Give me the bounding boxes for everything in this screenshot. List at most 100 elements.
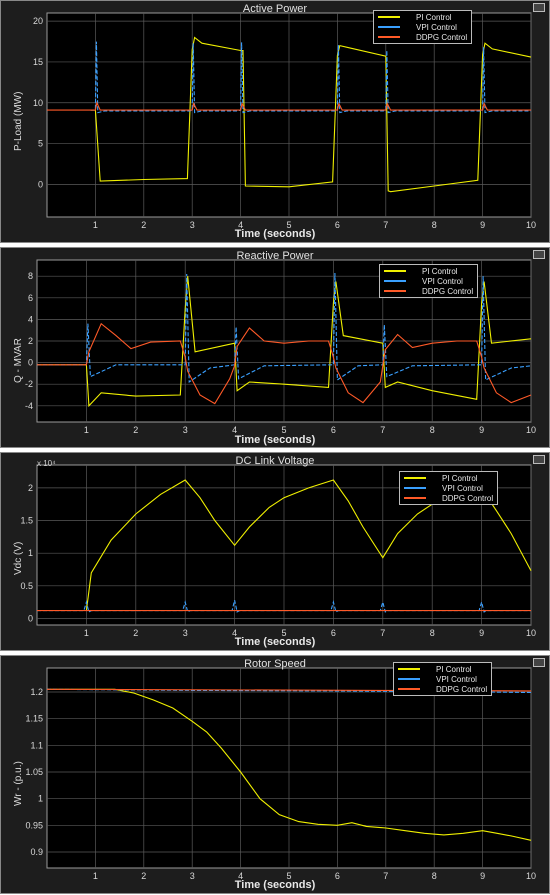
series-line-pi-control xyxy=(90,36,532,193)
x-tick-label: 3 xyxy=(183,425,188,435)
x-tick-label: 8 xyxy=(430,628,435,638)
x-tick-label: 5 xyxy=(281,628,286,638)
x-tick-label: 8 xyxy=(432,220,437,230)
y-axis-label: Vdc (V) xyxy=(13,541,24,575)
y-tick-label: 0.95 xyxy=(25,820,43,830)
y-tick-label: 0 xyxy=(38,179,43,189)
x-tick-label: 6 xyxy=(335,220,340,230)
y-tick-label: 2 xyxy=(28,336,33,346)
y-tick-label: 0 xyxy=(28,358,33,368)
legend-label: PI Control xyxy=(442,473,478,483)
y-tick-label: 5 xyxy=(38,139,43,149)
legend-swatch xyxy=(378,36,400,38)
y-tick-label: 4 xyxy=(28,314,33,324)
dc-link-voltage-svg: 1 2 3 4 5 6 7 8 9 10 0 0.5 1 1.5 2 xyxy=(20,464,536,638)
x-tick-label: 1 xyxy=(84,628,89,638)
y-tick-label: 1.15 xyxy=(25,714,43,724)
x-tick-label: 4 xyxy=(238,220,243,230)
legend-label: DDPG Control xyxy=(416,32,468,42)
x-tick-label: 10 xyxy=(526,425,536,435)
y-tick-label: 1.1 xyxy=(30,740,43,750)
y-exponent: x 10⁴ xyxy=(37,459,56,468)
legend-swatch xyxy=(398,688,420,690)
x-axis-label: Time (seconds) xyxy=(234,434,316,446)
y-tick-label: 1.05 xyxy=(25,767,43,777)
x-tick-label: 2 xyxy=(141,871,146,881)
expand-icon[interactable] xyxy=(533,455,545,464)
legend-swatch xyxy=(378,16,400,18)
y-axis-label: P-Load (MW) xyxy=(13,91,24,151)
y-axis-label: Q - MVAR xyxy=(13,338,24,383)
expand-icon[interactable] xyxy=(533,250,545,259)
expand-icon[interactable] xyxy=(533,658,545,667)
y-tick-label: 0.5 xyxy=(20,581,33,591)
legend: PI Control VPI Control DDPG Control xyxy=(393,662,493,696)
legend-label: PI Control xyxy=(422,266,458,276)
legend-swatch xyxy=(378,26,400,28)
x-tick-label: 7 xyxy=(383,871,388,881)
active-power-svg: 1 2 3 4 5 6 7 8 9 10 0 5 10 15 20 xyxy=(33,12,536,230)
legend-swatch xyxy=(398,668,420,670)
series-line-vpi-control xyxy=(90,41,531,114)
x-tick-label: 3 xyxy=(190,871,195,881)
legend: PI Control VPI Control DDPG Control xyxy=(373,10,473,44)
series-line-ddpg-control xyxy=(37,322,532,405)
active-power-plot: 1 2 3 4 5 6 7 8 9 10 0 5 10 15 20 Active Power Time (s… xyxy=(0,0,550,243)
x-tick-label: 6 xyxy=(331,628,336,638)
y-axis-label: Wr - (p.u.) xyxy=(13,761,24,806)
x-tick-label: 3 xyxy=(190,220,195,230)
x-tick-label: 4 xyxy=(238,871,243,881)
legend-swatch xyxy=(404,477,426,479)
x-tick-label: 2 xyxy=(133,425,138,435)
legend-label: DDPG Control xyxy=(442,493,494,503)
x-tick-label: 4 xyxy=(232,425,237,435)
legend-item-ddpg: DDPG Control xyxy=(378,32,467,42)
expand-icon[interactable] xyxy=(533,3,545,12)
y-tick-label: 6 xyxy=(28,293,33,303)
x-tick-label: 9 xyxy=(479,628,484,638)
legend-item-pi: PI Control xyxy=(384,266,473,276)
x-tick-label: 10 xyxy=(526,628,536,638)
series-line-ddpg-control xyxy=(47,101,531,111)
x-tick-label: 1 xyxy=(93,871,98,881)
x-axis-label: Time (seconds) xyxy=(234,879,316,891)
x-tick-label: 1 xyxy=(93,220,98,230)
legend-item-pi: PI Control xyxy=(404,473,493,483)
legend-swatch xyxy=(384,290,406,292)
y-tick-label: 20 xyxy=(33,16,43,26)
legend-label: VPI Control xyxy=(442,483,483,493)
dc-link-voltage-plot: 1 2 3 4 5 6 7 8 9 10 0 0.5 1 1.5 2 DC Link Voltage x 1… xyxy=(0,452,550,651)
x-tick-label: 9 xyxy=(479,425,484,435)
chart-title: Rotor Speed xyxy=(244,658,306,670)
y-tick-label: 1.2 xyxy=(30,687,43,697)
legend-swatch xyxy=(384,270,406,272)
y-tick-label: 2 xyxy=(28,483,33,493)
legend-item-ddpg: DDPG Control xyxy=(384,286,473,296)
legend-label: VPI Control xyxy=(422,276,463,286)
rotor-speed-svg: 1 2 3 4 5 6 7 8 9 10 0.9 0.95 1 1.05 1.1 1.15 1.2 xyxy=(25,667,536,881)
x-tick-label: 7 xyxy=(380,425,385,435)
series-line-pi-control xyxy=(47,688,532,841)
legend-item-ddpg: DDPG Control xyxy=(398,684,487,694)
x-tick-label: 5 xyxy=(286,220,291,230)
x-tick-label: 2 xyxy=(141,220,146,230)
y-tick-label: 1 xyxy=(38,794,43,804)
legend-label: DDPG Control xyxy=(422,286,474,296)
x-tick-label: 5 xyxy=(281,425,286,435)
x-tick-label: 4 xyxy=(232,628,237,638)
x-tick-label: 7 xyxy=(383,220,388,230)
legend-item-vpi: VPI Control xyxy=(404,483,493,493)
x-tick-label: 6 xyxy=(331,425,336,435)
chart-title: Reactive Power xyxy=(236,250,314,262)
legend-item-pi: PI Control xyxy=(378,12,467,22)
x-tick-label: 1 xyxy=(84,425,89,435)
legend-item-vpi: VPI Control xyxy=(384,276,473,286)
x-tick-label: 2 xyxy=(133,628,138,638)
legend: PI Control VPI Control DDPG Control xyxy=(379,264,479,298)
y-tick-label: 0 xyxy=(28,613,33,623)
legend-label: VPI Control xyxy=(436,674,477,684)
legend-label: PI Control xyxy=(416,12,452,22)
x-axis-label: Time (seconds) xyxy=(234,636,316,648)
legend-label: DDPG Control xyxy=(436,684,488,694)
legend-swatch xyxy=(404,497,426,499)
